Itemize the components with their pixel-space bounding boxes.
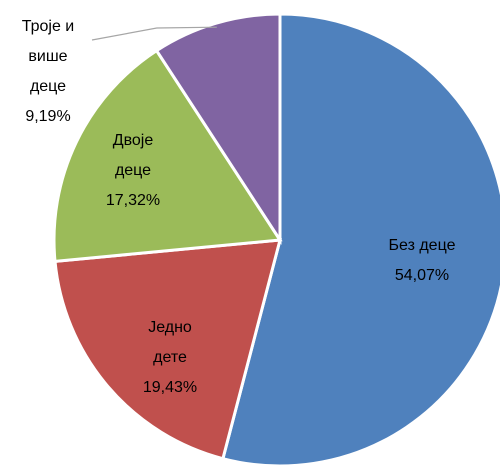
- category-label: Троје и више деце: [22, 18, 75, 95]
- pie-slice: [53, 238, 282, 461]
- leader-line: [91, 26, 217, 41]
- value-label: 54,07%: [395, 267, 449, 284]
- value-label: 19,43%: [143, 379, 197, 396]
- pie-slice: [52, 48, 283, 264]
- pie-slice: [154, 12, 282, 246]
- category-label: Без деце: [389, 237, 456, 254]
- pie: [52, 12, 500, 468]
- value-label: 17,32%: [106, 192, 160, 209]
- value-label: 9,19%: [25, 108, 70, 125]
- pie-slice: [221, 12, 500, 468]
- category-label: Двоје деце: [113, 132, 154, 179]
- labels: Без деце 54,07% Једно дете 19,43% Двоје деце 17…: [22, 18, 456, 396]
- category-label: Једно дете: [148, 319, 192, 366]
